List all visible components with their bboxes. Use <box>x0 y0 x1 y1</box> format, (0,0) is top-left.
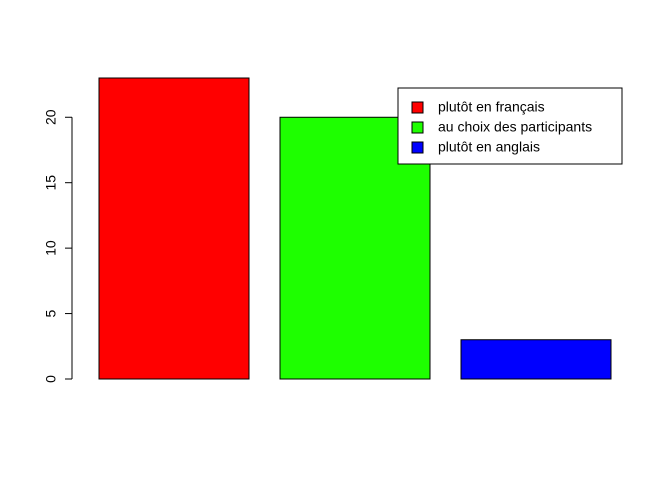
legend-swatch-3 <box>411 141 424 154</box>
legend-label-1: plutôt en français <box>438 99 545 115</box>
legend-label-2: au choix des participants <box>438 119 592 135</box>
legend-swatch-2 <box>411 121 424 134</box>
legend-label-3: plutôt en anglais <box>438 139 540 155</box>
y-axis: 0 5 10 15 20 <box>43 109 73 383</box>
y-tick-label: 10 <box>43 240 59 256</box>
y-tick-label: 15 <box>43 175 59 191</box>
y-tick-label: 0 <box>43 375 59 383</box>
legend-swatch-1 <box>411 101 424 114</box>
legend-frame <box>397 87 623 165</box>
bar-3 <box>460 339 612 380</box>
bar-1 <box>98 77 250 380</box>
y-tick-label: 20 <box>43 109 59 125</box>
legend: plutôt en français au choix des participa… <box>397 87 623 165</box>
y-tick-label: 5 <box>43 309 59 317</box>
